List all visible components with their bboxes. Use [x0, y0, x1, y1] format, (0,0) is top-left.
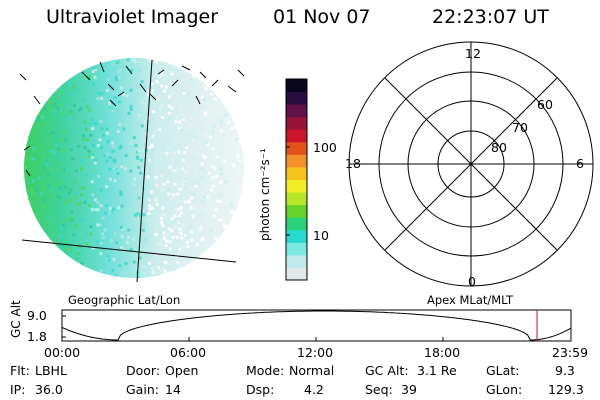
instrument-title: Ultraviolet Imager: [46, 6, 219, 28]
colorbar-band: [286, 79, 307, 93]
colorbar-tick-label-100: 100: [313, 140, 337, 155]
altitude-curve: [61, 310, 572, 341]
longitude-line: [136, 59, 153, 283]
info-dsp-value: 4.2: [304, 382, 324, 397]
mlt-label-0: 0: [468, 274, 476, 289]
info-ip-value: 36.0: [35, 382, 63, 397]
latitude-line: [21, 239, 237, 263]
mlat-label-70: 70: [512, 120, 528, 135]
time-tick-0600: 06:00: [170, 345, 207, 360]
colorbar-band: [286, 192, 307, 206]
colorbar-band: [286, 267, 307, 281]
mlt-label-6: 6: [576, 156, 584, 171]
polar-diagonal: [384, 77, 558, 251]
colorbar-band: [286, 217, 307, 231]
mlat-label-80: 80: [491, 140, 507, 155]
observation-time: 22:23:07 UT: [432, 6, 549, 28]
colorbar-unit-label: photon cm⁻²s⁻¹: [258, 148, 272, 241]
colorbar-band: [286, 179, 307, 193]
observation-date: 01 Nov 07: [273, 6, 371, 28]
colorbar-band: [286, 141, 307, 155]
info-flt-value: LBHL: [35, 363, 67, 378]
info-mode-value: Normal: [289, 363, 335, 378]
info-gain-value: 14: [165, 382, 181, 397]
colorbar-band: [286, 254, 307, 268]
colorbar: [286, 79, 307, 281]
time-tick-1800: 18:00: [424, 345, 461, 360]
time-tick-0000: 00:00: [44, 345, 81, 360]
mlt-label-18: 18: [345, 156, 361, 171]
info-gcalt-value: 3.1 Re: [417, 363, 457, 378]
info-door-key: Door:: [126, 363, 161, 378]
info-glat-value: 9.3: [555, 363, 575, 378]
info-gain-key: Gain:: [126, 382, 159, 397]
apex-label: Apex MLat/MLT: [427, 293, 514, 307]
colorbar-band: [286, 229, 307, 243]
colorbar-band: [286, 91, 307, 105]
colorbar-band: [286, 154, 307, 168]
info-gcalt-key: GC Alt:: [365, 363, 409, 378]
colorbar-band: [286, 116, 307, 130]
colorbar-band: [286, 129, 307, 143]
info-dsp-key: Dsp:: [246, 382, 275, 397]
altitude-tick-9: 9.0: [27, 308, 47, 323]
colorbar-band: [286, 104, 307, 118]
info-glat-key: GLat:: [486, 363, 520, 378]
mlat-label-60: 60: [537, 97, 553, 112]
altitude-plot: [61, 309, 572, 342]
altitude-plot-frame: [61, 309, 572, 342]
info-door-value: Open: [165, 363, 199, 378]
mlt-label-12: 12: [465, 46, 481, 61]
altitude-tick-1-8: 1.8: [27, 329, 47, 344]
colorbar-band: [286, 166, 307, 180]
time-tick-2359: 23:59: [552, 345, 589, 360]
geographic-label: Geographic Lat/Lon: [68, 293, 181, 307]
info-flt-key: Flt:: [10, 363, 30, 378]
polar-grid: [348, 41, 594, 287]
info-seq-key: Seq:: [365, 382, 393, 397]
colorbar-band: [286, 242, 307, 256]
colorbar-frame: [285, 78, 308, 281]
info-glon-value: 129.3: [548, 382, 584, 397]
time-tick-1200: 12:00: [297, 345, 334, 360]
colorbar-tick-label-10: 10: [313, 228, 329, 243]
info-seq-value: 39: [401, 382, 417, 397]
info-ip-key: IP:: [10, 382, 26, 397]
earth-disk: [24, 58, 244, 278]
info-mode-key: Mode:: [246, 363, 285, 378]
earth-image: [19, 58, 245, 283]
coastline-dashes: [19, 61, 245, 177]
altitude-axis-title: GC Alt: [9, 300, 23, 338]
colorbar-band: [286, 204, 307, 218]
info-glon-key: GLon:: [486, 382, 523, 397]
